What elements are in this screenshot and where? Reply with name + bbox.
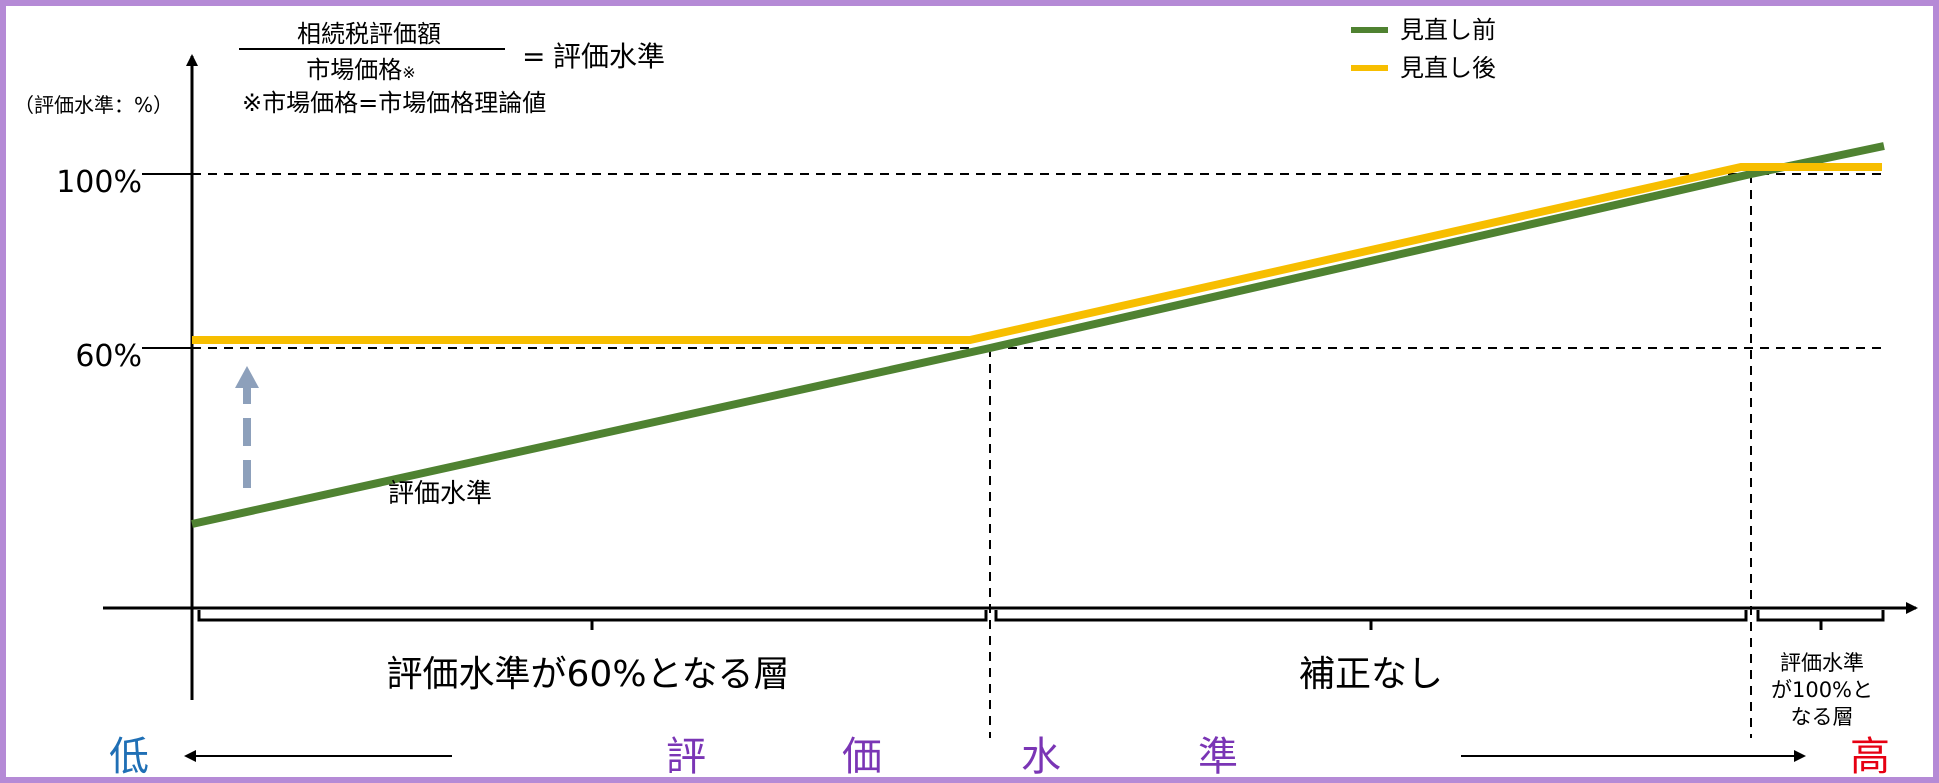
segment-label-60: 評価水準が60%となる層 <box>387 654 790 695</box>
formula-denominator: 市場価格※ <box>306 56 415 84</box>
bottom-axis-low: 低 <box>109 734 149 777</box>
legend-label-before: 見直し前 <box>1400 16 1496 44</box>
y-tick-60: 60% <box>75 339 142 374</box>
segment-label-100-line: が100%と <box>1771 678 1873 702</box>
formula-numerator: 相続税評価額 <box>297 20 441 48</box>
line-before-review <box>191 142 1885 528</box>
line-after-review <box>192 163 1882 344</box>
bottom-axis-high: 高 <box>1850 734 1890 777</box>
bottom-axis-char-1: 評 <box>666 734 706 777</box>
bottom-axis-char-2: 価 <box>842 734 882 777</box>
segment-bracket-60 <box>197 610 988 630</box>
y-axis-label: （評価水準：%） <box>14 93 173 117</box>
formula-note: ※市場価格=市場価格理論値 <box>242 89 546 117</box>
formula-equals: = <box>522 40 545 73</box>
segment-bracket-none <box>994 610 1748 630</box>
curve-label: 評価水準 <box>388 479 492 509</box>
formula-result: 評価水準 <box>553 40 665 73</box>
bottom-axis-char-4: 準 <box>1198 734 1238 777</box>
segment-label-100-line: なる層 <box>1791 705 1854 729</box>
segment-label-none: 補正なし <box>1299 654 1443 695</box>
adjustment-arrow-head <box>235 366 259 388</box>
legend-label-after: 見直し後 <box>1400 54 1496 82</box>
y-tick-100: 100% <box>56 165 142 200</box>
segment-label-100: 評価水準が100%となる層 <box>1771 651 1873 729</box>
bottom-axis-char-3: 水 <box>1021 734 1061 777</box>
segment-bracket-100 <box>1756 610 1885 630</box>
evaluation-level-diagram: 相続税評価額 市場価格※ = 評価水準 ※市場価格=市場価格理論値 見直し前 見… <box>14 16 1918 780</box>
segment-label-100-line: 評価水準 <box>1780 651 1864 675</box>
